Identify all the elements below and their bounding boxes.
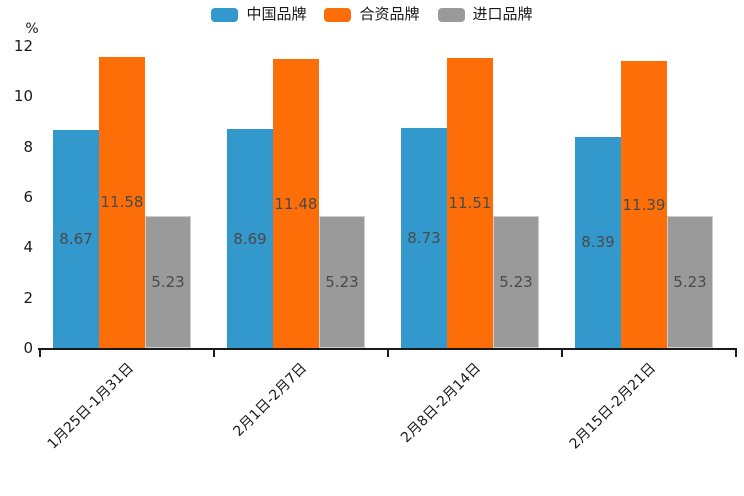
x-category-label: 1月25日-1月31日 bbox=[44, 360, 137, 453]
legend: 中国品牌 合资品牌 进口品牌 bbox=[0, 7, 744, 22]
y-tick-label: 6 bbox=[23, 188, 33, 206]
legend-item-0: 中国品牌 bbox=[211, 7, 306, 22]
bar-value-label: 5.23 bbox=[673, 273, 707, 292]
legend-swatch-icon bbox=[324, 7, 352, 22]
legend-item-2: 进口品牌 bbox=[437, 5, 533, 23]
bar-value-label: 11.39 bbox=[622, 195, 666, 214]
x-axis-tick bbox=[735, 350, 737, 357]
legend-item-label: 进口品牌 bbox=[472, 5, 533, 23]
legend-item-label: 合资品牌 bbox=[359, 5, 420, 23]
y-tick-label: 12 bbox=[13, 37, 33, 55]
bar-series0-group0 bbox=[53, 129, 99, 348]
bar-value-label: 8.69 bbox=[233, 229, 267, 248]
x-axis-tick bbox=[561, 350, 563, 357]
bar-value-label: 5.23 bbox=[325, 273, 359, 292]
legend-item-1: 合资品牌 bbox=[324, 5, 420, 23]
x-category-label: 2月8日-2月14日 bbox=[398, 360, 485, 447]
bar-value-label: 11.48 bbox=[274, 194, 318, 213]
bar-series2-group1 bbox=[319, 216, 365, 348]
legend-item-label: 中国品牌 bbox=[246, 5, 307, 23]
y-tick-label: 8 bbox=[23, 137, 33, 156]
bar-series1-group0 bbox=[99, 56, 145, 348]
bar-series1-group3 bbox=[621, 61, 667, 348]
x-category-label: 2月15日-2月21日 bbox=[566, 360, 659, 453]
y-tick-label: 0 bbox=[23, 339, 33, 357]
y-tick-label: 4 bbox=[23, 238, 33, 257]
bar-value-label: 8.73 bbox=[407, 229, 441, 248]
bar-series0-group1 bbox=[227, 129, 273, 348]
bar-series0-group2 bbox=[401, 128, 447, 348]
bar-series2-group2 bbox=[493, 216, 539, 348]
y-axis-unit-label: % bbox=[25, 21, 39, 37]
bar-value-label: 11.51 bbox=[448, 194, 492, 213]
x-axis-tick bbox=[387, 350, 389, 357]
x-axis-tick bbox=[213, 350, 215, 357]
bar-series2-group0 bbox=[145, 216, 191, 348]
x-axis-line bbox=[38, 348, 737, 350]
legend-swatch-icon bbox=[437, 7, 465, 22]
bar-value-label: 11.58 bbox=[100, 193, 144, 212]
y-tick-label: 10 bbox=[13, 87, 33, 106]
bar-value-label: 8.67 bbox=[59, 229, 93, 248]
bar-series2-group3 bbox=[667, 216, 713, 348]
x-axis-tick bbox=[39, 350, 41, 357]
bar-value-label: 5.23 bbox=[151, 273, 185, 292]
bar-series1-group1 bbox=[273, 59, 319, 348]
bar-value-label: 5.23 bbox=[499, 273, 533, 292]
x-category-label: 2月1日-2月7日 bbox=[230, 360, 311, 440]
y-tick-label: 2 bbox=[23, 288, 33, 307]
bar-series1-group2 bbox=[447, 58, 493, 348]
legend-swatch-icon bbox=[211, 7, 239, 22]
bar-series0-group3 bbox=[575, 136, 621, 348]
bar-value-label: 8.39 bbox=[581, 233, 615, 252]
